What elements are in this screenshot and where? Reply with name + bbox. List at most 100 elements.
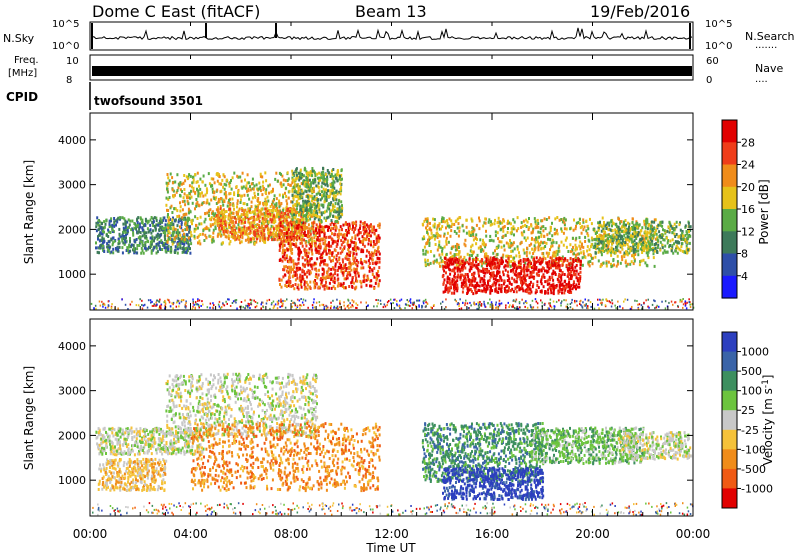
power-cell (181, 247, 184, 250)
power-cell (555, 249, 558, 253)
power-cell (436, 231, 439, 235)
power-cell (294, 213, 297, 217)
power-cell (552, 288, 555, 292)
power-cell (199, 177, 202, 181)
power-cell (292, 186, 295, 189)
power-cell (198, 204, 201, 208)
power-cell (424, 260, 427, 264)
nave-tick-high: 60 (706, 56, 719, 67)
power-cell (438, 240, 441, 244)
power-cell (293, 194, 296, 198)
power-cell (472, 272, 475, 276)
power-cell (192, 178, 195, 182)
power-cell (126, 229, 129, 232)
power-cell (162, 231, 165, 235)
power-cell (443, 278, 446, 282)
power-cell (464, 273, 467, 276)
power-cell (549, 225, 552, 229)
power-cell (617, 217, 620, 221)
power-cell (307, 263, 310, 267)
power-cell (277, 209, 280, 213)
power-cell (111, 236, 114, 240)
power-cell (241, 194, 243, 198)
power-cell (338, 258, 341, 262)
power-cell (335, 177, 338, 181)
power-cell (620, 220, 623, 224)
power-cell (284, 191, 286, 195)
power-cell (452, 283, 455, 287)
power-cell (513, 260, 516, 264)
power-cell (140, 221, 143, 224)
power-cell (644, 261, 647, 265)
power-cell (196, 187, 198, 191)
power-cell (536, 284, 539, 287)
power-cell (189, 247, 191, 251)
power-cell (309, 194, 311, 198)
power-cell (546, 279, 549, 283)
power-cell (313, 217, 316, 221)
power-cell (554, 273, 557, 276)
power-cell (441, 275, 444, 279)
power-cell (495, 274, 498, 277)
power-cell (610, 236, 613, 239)
power-cell (573, 218, 575, 222)
power-cell (346, 258, 349, 261)
power-cell (459, 277, 462, 281)
power-cell (320, 260, 323, 264)
power-cell (577, 256, 580, 260)
power-cell (339, 208, 342, 212)
power-cell (372, 240, 375, 243)
power-cell (557, 257, 560, 261)
power-cell (506, 221, 509, 225)
power-cell (436, 225, 439, 229)
power-cell (254, 208, 257, 212)
power-cell (198, 239, 201, 243)
power-cell (557, 260, 560, 264)
power-cell (294, 183, 297, 187)
power-cell (283, 232, 286, 235)
power-cell (96, 216, 99, 220)
power-cell (314, 211, 317, 215)
power-cell (579, 266, 582, 270)
power-cell (304, 181, 307, 184)
power-cell (319, 216, 321, 219)
power-cell (510, 254, 512, 258)
power-cell (575, 236, 578, 240)
power-cell (196, 235, 199, 239)
power-cell (482, 243, 485, 247)
power-cell (319, 193, 322, 196)
power-cell (188, 227, 191, 231)
power-cell (472, 238, 475, 242)
power-cell (208, 234, 211, 238)
power-cell (488, 264, 491, 267)
power-cell (278, 205, 281, 209)
power-cell (164, 219, 167, 223)
power-cell (223, 182, 226, 186)
power-cell (300, 285, 303, 289)
power-cell (195, 202, 198, 206)
power-cell (249, 240, 252, 244)
power-cell (281, 259, 284, 263)
power-cell (222, 173, 225, 177)
power-cell (336, 207, 339, 211)
power-cell (280, 181, 283, 185)
power-cell (237, 223, 240, 227)
power-cell (592, 256, 594, 260)
power-cell (294, 178, 297, 182)
power-cell (213, 221, 216, 225)
power-cell (550, 241, 553, 245)
power-cell (554, 251, 557, 255)
power-cell (454, 244, 457, 248)
power-cell (314, 174, 317, 178)
power-cell (449, 285, 452, 289)
power-cell (461, 282, 464, 285)
power-cell (574, 227, 577, 231)
power-cell (230, 211, 233, 215)
power-cell (269, 214, 272, 218)
power-cell (316, 215, 319, 218)
power-cell (471, 265, 474, 268)
power-cell (295, 226, 298, 230)
power-cell (233, 216, 236, 220)
power-cell (239, 217, 242, 221)
power-cell (531, 270, 534, 273)
